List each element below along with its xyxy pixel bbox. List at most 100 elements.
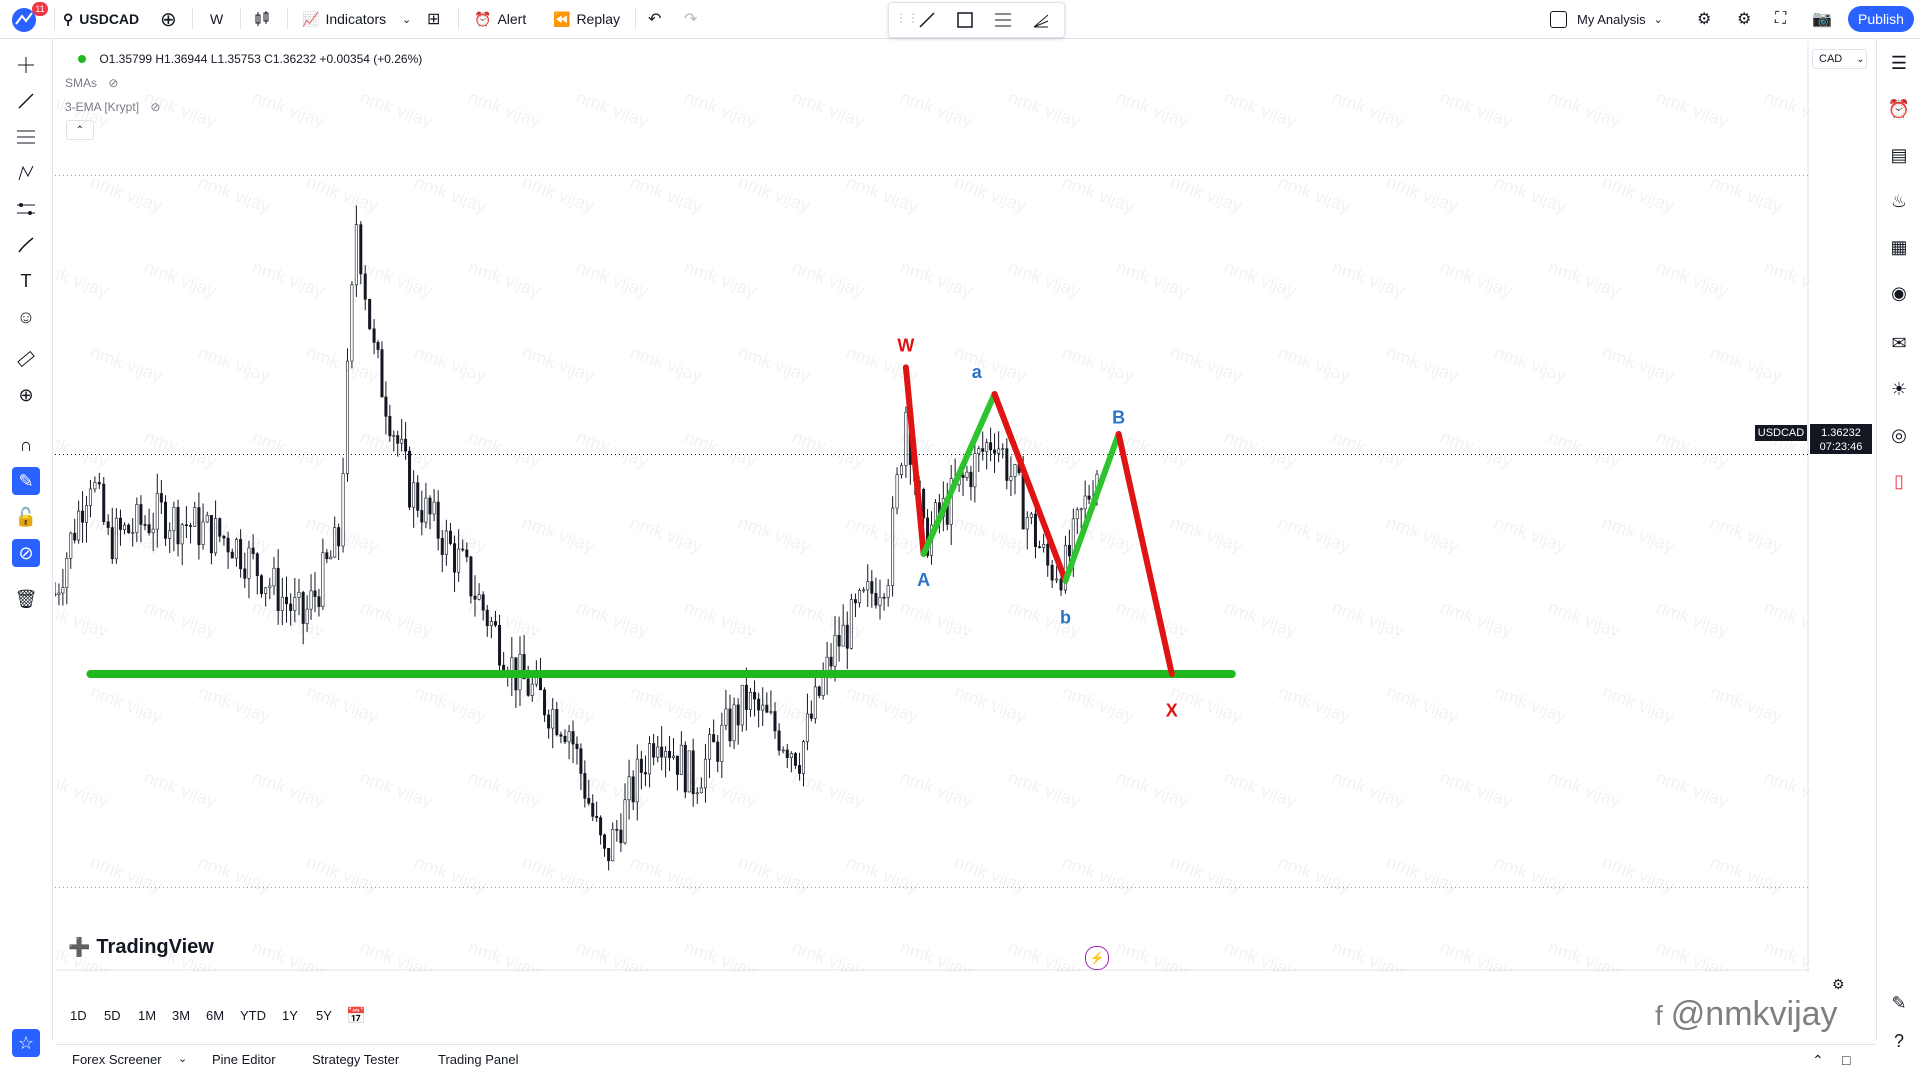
fullscreen-icon[interactable]: ⛶ bbox=[1775, 10, 1787, 27]
data-window-icon[interactable]: ▤ bbox=[1890, 144, 1908, 165]
candle-body bbox=[440, 538, 444, 555]
ideas-icon[interactable]: ◉ bbox=[1891, 282, 1907, 303]
currency-selector[interactable]: CAD ⌄ bbox=[1812, 49, 1867, 69]
avatar[interactable] bbox=[10, 0, 40, 38]
camera-icon[interactable]: 📷 bbox=[1812, 11, 1832, 28]
maximize-icon[interactable]: □ bbox=[1842, 1052, 1851, 1068]
range-button-3m[interactable]: 3M bbox=[172, 1008, 191, 1023]
indicators-button[interactable]: 📈 Indicators bbox=[302, 10, 387, 28]
undo-icon[interactable]: ↶ bbox=[648, 11, 662, 28]
trend-line-icon[interactable] bbox=[12, 87, 40, 115]
pencil-icon[interactable]: ✎ bbox=[1891, 992, 1907, 1013]
candle-body bbox=[522, 654, 526, 680]
candle-body bbox=[143, 524, 147, 526]
chevron-down-icon[interactable]: ⌄ bbox=[178, 1053, 188, 1065]
stay-in-drawing-mode-icon[interactable]: ✎ bbox=[12, 467, 40, 495]
author-watermark-tile: nmk vijay bbox=[628, 852, 705, 896]
candle-body bbox=[965, 471, 969, 478]
tab-trading-panel[interactable]: Trading Panel bbox=[438, 1052, 519, 1067]
gift-icon[interactable]: ▯ bbox=[1894, 470, 1904, 491]
range-button-1m[interactable]: 1M bbox=[138, 1008, 157, 1023]
trash-icon[interactable]: 🗑 bbox=[14, 588, 38, 609]
author-watermark-tile: nmk vijay bbox=[196, 852, 273, 896]
range-button-ytd[interactable]: YTD bbox=[240, 1008, 266, 1023]
zoom-in-icon[interactable]: ⊕ bbox=[18, 384, 34, 405]
candle-body bbox=[363, 273, 367, 300]
help-icon[interactable]: ? bbox=[1893, 1030, 1904, 1051]
range-button-6m[interactable]: 6M bbox=[206, 1008, 225, 1023]
trend-line-icon[interactable] bbox=[913, 6, 941, 34]
author-watermark-tile: nmk vijay bbox=[1708, 852, 1785, 896]
time-axis-settings-icon[interactable]: ⚙ bbox=[1832, 976, 1845, 992]
crosshair-icon[interactable] bbox=[12, 51, 40, 79]
stream-icon[interactable]: ◎ bbox=[1891, 424, 1907, 445]
indicator-legend-smas[interactable]: SMAs ⊘ bbox=[65, 76, 119, 90]
lightning-icon[interactable]: ⚡ bbox=[1085, 946, 1109, 970]
publish-button[interactable]: Publish bbox=[1848, 6, 1914, 32]
eye-crossed-icon[interactable]: ⊘ bbox=[108, 76, 119, 90]
watchlist-icon[interactable]: ☰ bbox=[1890, 52, 1908, 73]
layout-selector[interactable]: My Analysis ⌄ bbox=[1550, 0, 1663, 38]
range-button-5d[interactable]: 5D bbox=[104, 1008, 121, 1023]
collapse-legend-button[interactable]: ⌃ bbox=[66, 120, 94, 140]
quick-search-icon[interactable]: ⚙ bbox=[1697, 11, 1712, 28]
lightbulb-icon[interactable]: ☀ bbox=[1890, 378, 1908, 399]
calendar-icon[interactable]: ▦ bbox=[1890, 236, 1908, 257]
author-watermark-tile: nmk vijay bbox=[898, 87, 975, 131]
hotlist-icon[interactable]: ♨ bbox=[1890, 190, 1908, 211]
range-button-1d[interactable]: 1D bbox=[70, 1008, 87, 1023]
drag-handle-icon[interactable]: ⋮⋮ bbox=[895, 11, 919, 25]
brush-icon[interactable] bbox=[12, 231, 40, 259]
chat-icon[interactable]: ✉ bbox=[1891, 332, 1907, 353]
alarm-clock-icon[interactable]: ⏰ bbox=[1887, 98, 1911, 119]
pattern-icon[interactable] bbox=[12, 159, 40, 187]
indicator-legend-ema[interactable]: 3-EMA [Krypt] ⊘ bbox=[65, 100, 161, 114]
rectangle-icon[interactable] bbox=[951, 6, 979, 34]
range-button-all[interactable]: All bbox=[350, 1008, 365, 1023]
author-watermark-tile: nmk vijay bbox=[1006, 937, 1083, 972]
templates-icon[interactable]: ⊞ bbox=[427, 11, 441, 28]
lock-icon[interactable]: 🔓 bbox=[14, 506, 38, 527]
range-button-1y[interactable]: 1Y bbox=[282, 1008, 298, 1023]
price-chart[interactable]: 1.480001.460001.440001.420001.400001.380… bbox=[34, 42, 1920, 992]
tab-pine-editor[interactable]: Pine Editor bbox=[212, 1052, 276, 1067]
range-button-5y[interactable]: 5Y bbox=[316, 1008, 332, 1023]
author-watermark-tile: nmk vijay bbox=[55, 597, 111, 641]
tab-strategy-tester[interactable]: Strategy Tester bbox=[312, 1052, 400, 1067]
notification-badge[interactable]: 11 bbox=[32, 2, 48, 16]
candle-body bbox=[551, 709, 555, 729]
alert-button[interactable]: ⏰ Alert bbox=[474, 10, 527, 28]
chevron-up-icon[interactable]: ⌃ bbox=[1812, 1052, 1824, 1068]
replay-button[interactable]: ⏪ Replay bbox=[553, 10, 621, 28]
interval-button[interactable]: W bbox=[210, 11, 224, 27]
author-watermark-tile: nmk vijay bbox=[466, 767, 543, 811]
chart-type-icon[interactable] bbox=[253, 0, 271, 38]
candle-body bbox=[239, 539, 243, 570]
fib-retracement-icon[interactable] bbox=[12, 123, 40, 151]
author-watermark-tile: nmk vijay bbox=[88, 682, 165, 726]
eye-crossed-icon[interactable]: ⊘ bbox=[150, 100, 161, 114]
pitchfork-icon[interactable] bbox=[1027, 6, 1055, 34]
compare-symbol-icon[interactable]: ⊕ bbox=[160, 8, 177, 31]
chart-pane[interactable]: 1.480001.460001.440001.420001.400001.380… bbox=[34, 42, 1920, 992]
go-to-date-icon[interactable]: 📅 bbox=[346, 1008, 366, 1025]
candle-body bbox=[168, 530, 172, 539]
star-icon[interactable]: ☆ bbox=[12, 1029, 40, 1057]
text-icon[interactable]: T bbox=[20, 270, 32, 291]
gear-icon[interactable]: ⚙ bbox=[1737, 11, 1752, 28]
fib-retracement-icon[interactable] bbox=[989, 6, 1017, 34]
chevron-down-icon[interactable]: ⌄ bbox=[402, 13, 412, 26]
magnet-icon[interactable]: ∩ bbox=[19, 434, 33, 455]
candle-body bbox=[305, 608, 309, 624]
prediction-icon[interactable] bbox=[12, 195, 40, 223]
redo-icon[interactable]: ↷ bbox=[684, 11, 698, 28]
tab-forex-screener[interactable]: Forex Screener bbox=[72, 1052, 162, 1067]
symbol-search[interactable]: ⚲ USDCAD bbox=[63, 10, 140, 28]
candle-body bbox=[862, 589, 866, 592]
candle-body bbox=[997, 448, 1001, 454]
emoji-icon[interactable]: ☺ bbox=[16, 306, 36, 327]
hide-drawings-icon[interactable]: ⊘ bbox=[12, 539, 40, 567]
ruler-icon[interactable] bbox=[12, 345, 40, 373]
wave-label: X bbox=[1166, 701, 1178, 721]
author-watermark-tile: nmk vijay bbox=[1708, 512, 1785, 556]
